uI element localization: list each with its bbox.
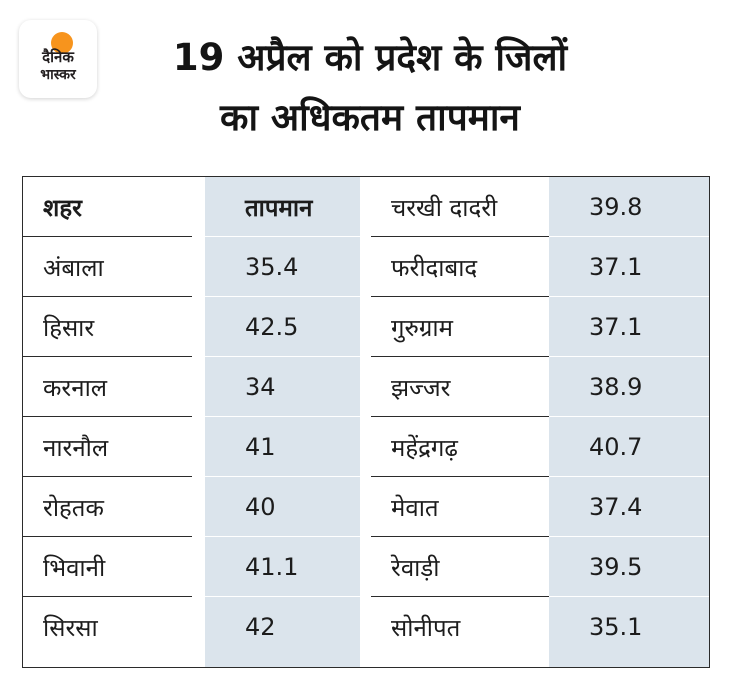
temperature-value: 42 — [245, 613, 276, 641]
row-divider — [23, 415, 709, 417]
temperature-value: 37.1 — [589, 253, 643, 281]
row-divider — [23, 235, 709, 237]
temperature-value: 40 — [245, 493, 276, 521]
table-row: शहर तापमान चरखी दादरी 39.8 — [23, 177, 709, 237]
sun-icon — [51, 32, 73, 54]
title-line-2: का अधिकतम तापमान — [220, 96, 520, 139]
row-divider — [23, 595, 709, 597]
row-divider — [23, 475, 709, 477]
temperature-value: 34 — [245, 373, 276, 401]
city-name: फरीदाबाद — [391, 253, 478, 282]
city-name: गुरुग्राम — [391, 313, 453, 342]
table-row: हिसार 42.5 गुरुग्राम 37.1 — [23, 297, 709, 357]
header-temperature: तापमान — [245, 193, 313, 222]
city-name: मेवात — [391, 493, 439, 522]
temperature-value: 40.7 — [589, 433, 643, 461]
city-name: हिसार — [43, 313, 95, 342]
temperature-value: 39.8 — [589, 193, 643, 221]
city-name: रोहतक — [43, 493, 104, 522]
brand-logo: दैनिक भास्कर — [19, 20, 97, 98]
header-city: शहर — [43, 193, 82, 222]
temperature-value: 41 — [245, 433, 276, 461]
temperature-value: 39.5 — [589, 553, 643, 581]
temperature-value: 38.9 — [589, 373, 643, 401]
temp-column-shade-right — [549, 177, 709, 667]
temperature-value: 42.5 — [245, 313, 299, 341]
table-row: करनाल 34 झज्जर 38.9 — [23, 357, 709, 417]
brand-line-2: भास्कर — [40, 67, 76, 83]
temp-column-shade-left — [205, 177, 360, 667]
temperature-value: 35.1 — [589, 613, 643, 641]
table-row: सिरसा 42 सोनीपत 35.1 — [23, 597, 709, 657]
city-name: सिरसा — [43, 613, 98, 642]
table-row: नारनौल 41 महेंद्रगढ़ 40.7 — [23, 417, 709, 477]
city-name: महेंद्रगढ़ — [391, 433, 458, 462]
row-divider — [23, 355, 709, 357]
brand-line-1: दैनिक — [42, 48, 74, 66]
city-name: अंबाला — [43, 253, 104, 282]
city-name: नारनौल — [43, 433, 109, 462]
table-row: अंबाला 35.4 फरीदाबाद 37.1 — [23, 237, 709, 297]
temperature-value: 37.1 — [589, 313, 643, 341]
city-name: सोनीपत — [391, 613, 461, 642]
temperature-value: 41.1 — [245, 553, 299, 581]
title-line-1: 19 अप्रैल को प्रदेश के जिलों — [172, 36, 568, 79]
temperature-table: शहर तापमान चरखी दादरी 39.8 अंबाला 35.4 फ… — [22, 176, 710, 668]
table-row: भिवानी 41.1 रेवाड़ी 39.5 — [23, 537, 709, 597]
table-row: रोहतक 40 मेवात 37.4 — [23, 477, 709, 537]
city-name: भिवानी — [43, 553, 106, 582]
row-divider — [23, 295, 709, 297]
page-title: 19 अप्रैल को प्रदेश के जिलों का अधिकतम त… — [110, 28, 630, 148]
city-name: चरखी दादरी — [391, 193, 498, 222]
city-name: करनाल — [43, 373, 108, 402]
row-divider — [23, 535, 709, 537]
city-name: झज्जर — [391, 373, 451, 402]
temperature-value: 37.4 — [589, 493, 643, 521]
city-name: रेवाड़ी — [391, 553, 440, 582]
temperature-value: 35.4 — [245, 253, 299, 281]
